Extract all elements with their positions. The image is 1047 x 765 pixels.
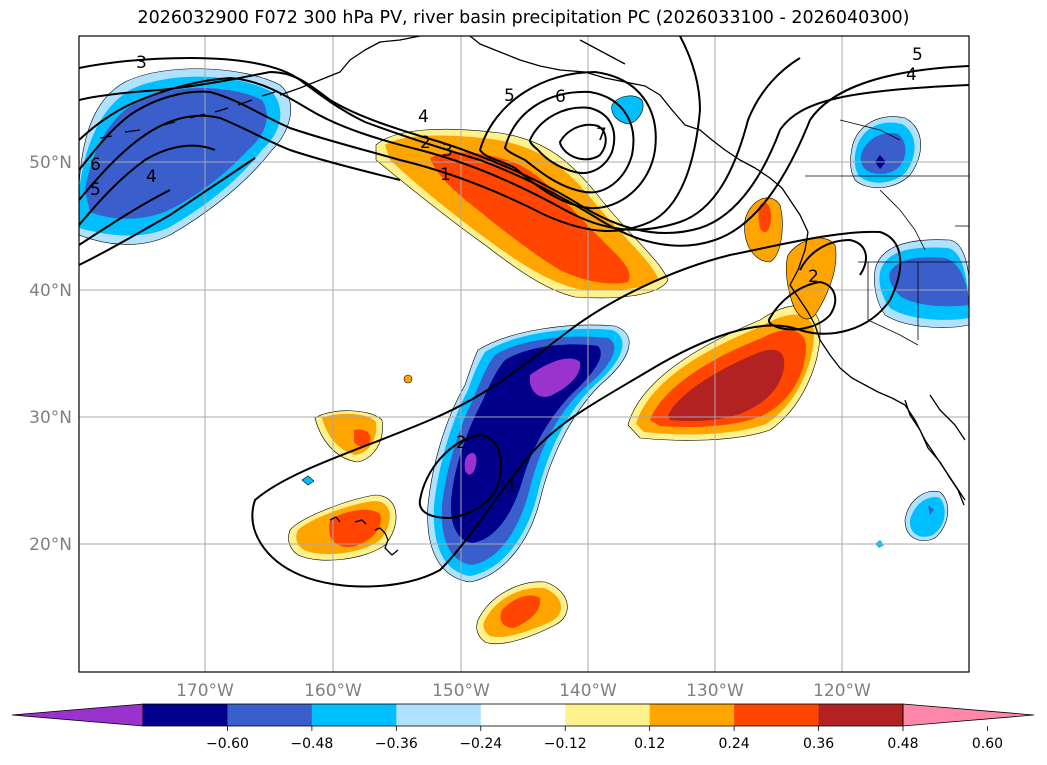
longitude-labels: 170°W 160°W 150°W 140°W 130°W 120°W <box>176 681 871 701</box>
pv-label: 6 <box>555 87 566 107</box>
positive-anomaly-ne-pacific <box>627 305 821 441</box>
colorbar-bin <box>227 704 313 726</box>
pv-label: 2 <box>456 433 467 453</box>
negative-anomaly-central-pacific <box>427 324 630 583</box>
map-plot-area: 3 4 5 6 7 5 6 4 3 2 1 5 4 2 2 1 <box>79 36 969 672</box>
pv-contours <box>79 36 969 588</box>
pv-label: 4 <box>146 167 157 187</box>
colorbar-extend-high <box>902 703 1035 727</box>
pv-label: 5 <box>504 86 515 106</box>
colorbar-bin <box>396 704 482 726</box>
colorbar-tick-label: −0.24 <box>459 736 502 752</box>
pv-label: 5 <box>90 180 101 200</box>
positive-anomaly-south <box>476 581 568 645</box>
graticule <box>79 36 969 672</box>
pv-label: 1 <box>440 165 451 185</box>
pv-label: 2 <box>420 133 431 153</box>
negative-anomaly-gulf-small <box>611 95 644 125</box>
colorbar-tick-label: −0.12 <box>544 736 587 752</box>
pv-label: 5 <box>912 45 923 65</box>
lon-label: 130°W <box>686 681 744 701</box>
pv-label: 6 <box>90 155 101 175</box>
map-frame <box>78 35 970 673</box>
lon-label: 150°W <box>432 681 490 701</box>
colorbar-bin <box>818 704 904 726</box>
lat-label: 20°N <box>29 535 72 555</box>
positive-anomaly-dot <box>403 374 413 384</box>
negative-anomaly-mexico <box>904 490 948 541</box>
colorbar-extend-low <box>11 703 144 727</box>
lat-label: 30°N <box>29 408 72 428</box>
colorbar-tick-label: 0.12 <box>634 736 665 752</box>
colorbar-bin <box>480 704 566 726</box>
colorbar-tick-label: 0.24 <box>719 736 750 752</box>
positive-anomaly-central-small <box>314 410 383 463</box>
positive-anomaly-gulf-of-alaska <box>375 128 669 299</box>
negative-anomaly-great-basin <box>874 239 969 328</box>
colorbar-tick-label: −0.36 <box>375 736 418 752</box>
pv-contour-labels: 3 4 5 6 7 5 6 4 3 2 1 5 4 2 2 1 <box>90 45 923 497</box>
pv-label: 7 <box>596 125 607 145</box>
lat-label: 50°N <box>29 153 72 173</box>
pv-label: 4 <box>418 107 429 127</box>
colorbar-tick-label: −0.48 <box>290 736 333 752</box>
colorbar-bin <box>565 704 651 726</box>
latitude-labels: 50°N 40°N 30°N 20°N <box>29 153 72 555</box>
positive-anomaly-pacific-nw <box>744 197 837 320</box>
lon-label: 170°W <box>176 681 234 701</box>
pv-label: 2 <box>808 267 819 287</box>
pv-label: 1 <box>506 477 517 497</box>
pv-label: 3 <box>136 53 147 73</box>
colorbar-tick-label: −0.60 <box>206 736 249 752</box>
lon-label: 120°W <box>813 681 871 701</box>
colorbar-bin <box>649 704 735 726</box>
pv-label: 3 <box>442 141 453 161</box>
colorbar-bin <box>143 704 228 726</box>
lon-label: 160°W <box>304 681 362 701</box>
colorbar-tick-label: 0.36 <box>803 736 834 752</box>
colorbar-tick-label: 0.48 <box>887 736 918 752</box>
negative-anomaly-dot-w <box>301 475 315 486</box>
lon-label: 140°W <box>559 681 617 701</box>
political-borders <box>805 119 969 346</box>
colorbar-bin <box>311 704 397 726</box>
map-title: 2026032900 F072 300 hPa PV, river basin … <box>137 8 910 28</box>
lat-label: 40°N <box>29 281 72 301</box>
colorbar: −0.60 −0.48 −0.36 −0.24 −0.12 0.12 0.24 0.36 0.4… <box>11 703 1035 752</box>
negative-anomaly-interior-nw <box>850 116 921 189</box>
pv-label: 4 <box>906 65 917 85</box>
colorbar-outline <box>142 703 904 727</box>
colorbar-tick-label: 0.60 <box>972 736 1003 752</box>
colorbar-bin <box>734 704 820 726</box>
